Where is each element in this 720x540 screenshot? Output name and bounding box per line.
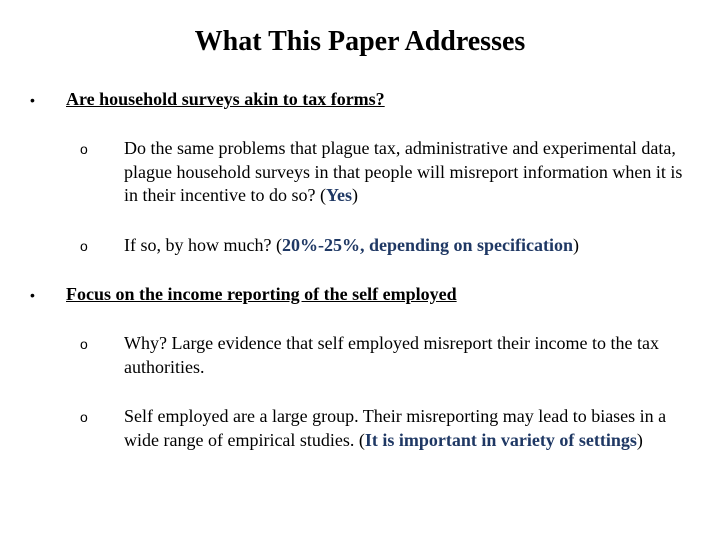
slide-title: What This Paper Addresses — [30, 26, 690, 58]
level2-item: o Why? Large evidence that self employed… — [80, 332, 690, 379]
level1-heading: Focus on the income reporting of the sel… — [66, 283, 690, 306]
level2-text: If so, by how much? (20%-25%, depending … — [124, 234, 690, 257]
bullet-circle-icon: o — [80, 137, 124, 207]
bullet-circle-icon: o — [80, 405, 124, 452]
text-post: ) — [637, 430, 643, 450]
level2-item: o Self employed are a large group. Their… — [80, 405, 690, 452]
bullet-circle-icon: o — [80, 234, 124, 257]
text-post: ) — [352, 185, 358, 205]
bullet-dot-icon: • — [30, 88, 66, 111]
level1-item: • Are household surveys akin to tax form… — [30, 88, 690, 111]
level2-text: Self employed are a large group. Their m… — [124, 405, 690, 452]
level2-text: Why? Large evidence that self employed m… — [124, 332, 690, 379]
text-accent: Yes — [326, 185, 352, 205]
text-post: ) — [573, 235, 579, 255]
level2-item: o If so, by how much? (20%-25%, dependin… — [80, 234, 690, 257]
text-accent: It is important in variety of settings — [365, 430, 637, 450]
bullet-circle-icon: o — [80, 332, 124, 379]
level1-item: • Focus on the income reporting of the s… — [30, 283, 690, 306]
text-pre: Do the same problems that plague tax, ad… — [124, 138, 682, 205]
bullet-dot-icon: • — [30, 283, 66, 306]
slide: What This Paper Addresses • Are househol… — [0, 0, 720, 540]
text-accent: 20%-25%, depending on specification — [282, 235, 573, 255]
level2-text: Do the same problems that plague tax, ad… — [124, 137, 690, 207]
level1-heading: Are household surveys akin to tax forms? — [66, 88, 690, 111]
text-pre: Why? Large evidence that self employed m… — [124, 333, 659, 376]
text-pre: If so, by how much? ( — [124, 235, 282, 255]
level2-item: o Do the same problems that plague tax, … — [80, 137, 690, 207]
